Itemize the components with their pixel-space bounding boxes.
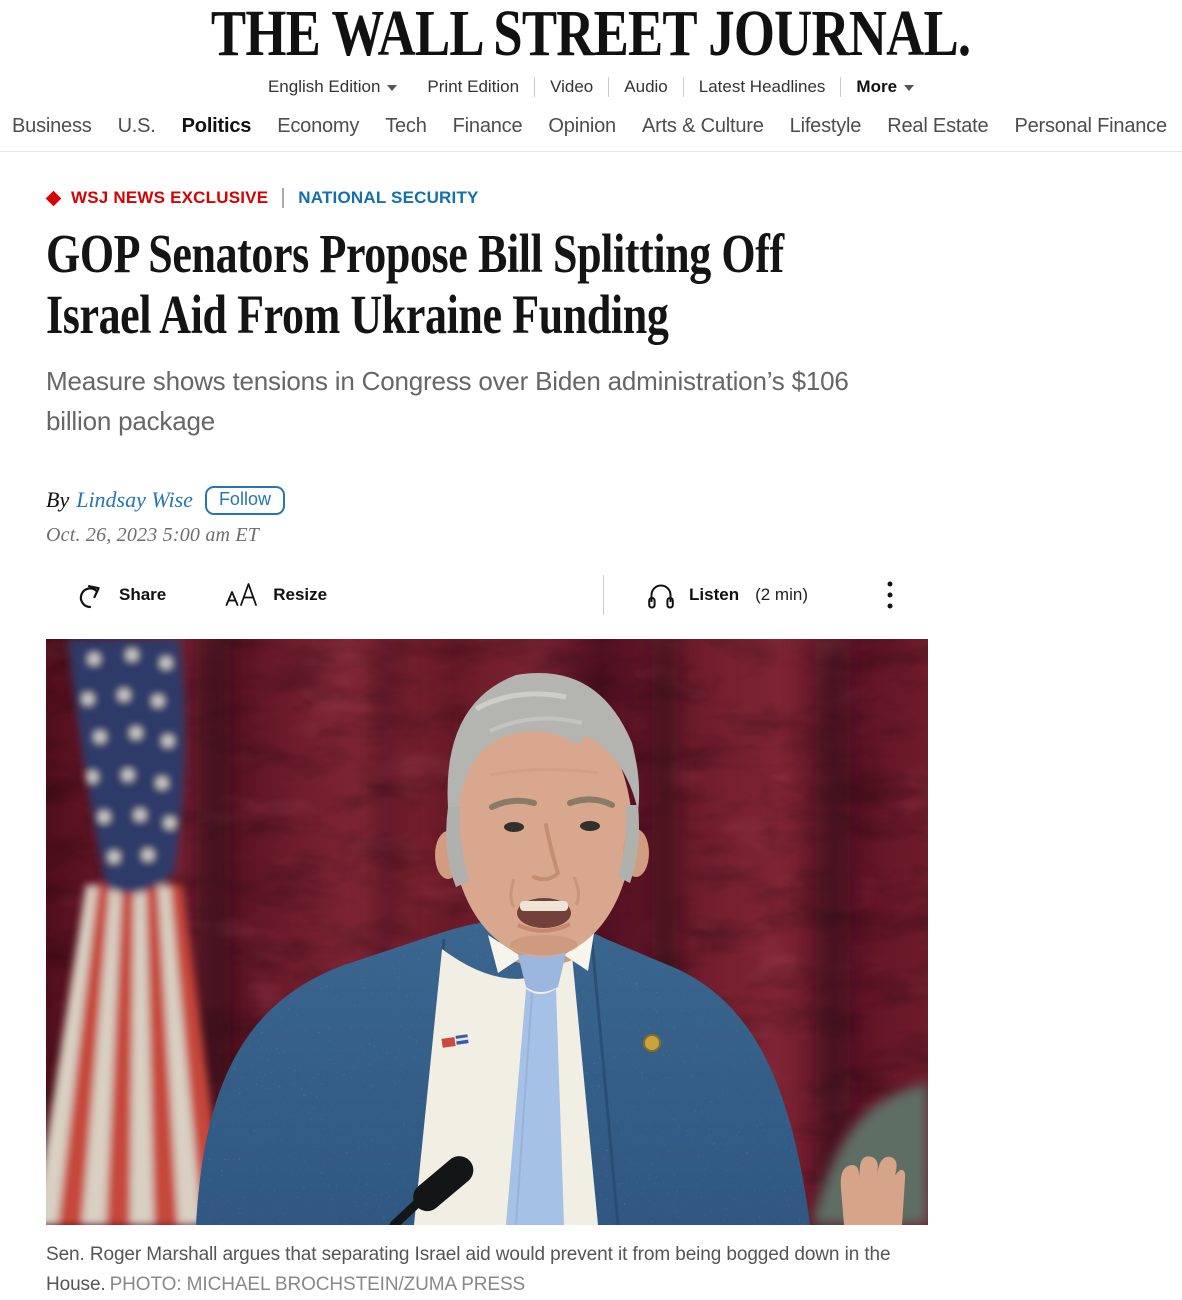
chevron-down-icon xyxy=(904,85,915,91)
caption-credit: PHOTO: MICHAEL BROCHSTEIN/ZUMA PRESS xyxy=(109,1273,526,1295)
more-options-button[interactable] xyxy=(886,579,894,611)
nav-item-us[interactable]: U.S. xyxy=(117,115,156,137)
edition-bar: English Edition Print Edition Video Audi… xyxy=(0,72,1182,102)
divider xyxy=(282,188,285,208)
share-button[interactable]: Share xyxy=(76,580,166,610)
edition-item-label: Latest Headlines xyxy=(698,77,826,96)
photo-senator-marshall xyxy=(46,638,928,1225)
diamond-icon xyxy=(45,190,62,206)
nav-item-personal-finance[interactable]: Personal Finance xyxy=(1014,115,1167,137)
follow-button[interactable]: Follow xyxy=(204,485,285,515)
edition-selector-label: English Edition xyxy=(267,77,381,96)
edition-item-print-edition[interactable]: Print Edition xyxy=(412,77,534,97)
kebab-icon xyxy=(887,581,893,609)
edition-item-latest-headlines[interactable]: Latest Headlines xyxy=(684,77,841,97)
edition-item-video[interactable]: Video xyxy=(535,77,608,97)
edition-item-audio[interactable]: Audio xyxy=(609,77,682,97)
masthead-title[interactable]: THE WALL STREET JOURNAL. xyxy=(211,0,971,70)
edition-item-label: Audio xyxy=(624,77,668,96)
article: WSJ NEWS EXCLUSIVE NATIONAL SECURITY GOP… xyxy=(45,188,928,1300)
article-photo: Sen. Roger Marshall argues that separati… xyxy=(46,638,928,1300)
divider xyxy=(840,77,842,97)
section-link[interactable]: NATIONAL SECURITY xyxy=(298,188,479,207)
divider xyxy=(682,77,684,97)
nav-item-economy[interactable]: Economy xyxy=(277,115,360,137)
listen-button[interactable]: Listen (2 min) xyxy=(646,580,808,610)
divider xyxy=(534,77,536,97)
edition-selector[interactable]: English Edition xyxy=(253,77,412,97)
main-nav: Business U.S. Politics Economy Tech Fina… xyxy=(0,102,1182,152)
nav-item-arts-culture[interactable]: Arts & Culture xyxy=(641,115,764,137)
nav-item-politics[interactable]: Politics xyxy=(181,115,252,137)
divider xyxy=(603,574,605,615)
headphones-icon xyxy=(648,584,674,609)
subheadline: Measure shows tensions in Congress over … xyxy=(46,366,849,437)
share-icon xyxy=(79,584,100,608)
article-toolbar: Share Resize Listen xyxy=(46,573,928,617)
nav-item-opinion[interactable]: Opinion xyxy=(548,115,616,137)
nav-item-finance[interactable]: Finance xyxy=(452,115,523,137)
edition-item-label: Print Edition xyxy=(427,77,520,96)
edition-item-label: Video xyxy=(550,77,594,96)
byline: By Lindsay Wise Follow xyxy=(46,485,928,515)
masthead: THE WALL STREET JOURNAL. English Edition… xyxy=(0,0,1182,102)
page-title: GOP Senators Propose Bill Splitting Off … xyxy=(46,223,784,345)
listen-label: Listen xyxy=(689,584,740,604)
resize-button[interactable]: Resize xyxy=(224,581,327,609)
listen-duration: (2 min) xyxy=(755,584,808,604)
share-label: Share xyxy=(119,584,167,604)
kicker: WSJ NEWS EXCLUSIVE NATIONAL SECURITY xyxy=(45,188,928,208)
divider xyxy=(608,77,610,97)
publish-date: Oct. 26, 2023 5:00 am ET xyxy=(46,523,260,546)
nav-item-real-estate[interactable]: Real Estate xyxy=(887,115,989,137)
byline-prefix: By xyxy=(46,487,70,513)
resize-label: Resize xyxy=(273,584,328,604)
nav-item-business[interactable]: Business xyxy=(12,115,92,137)
resize-icon xyxy=(225,582,258,606)
photo-caption: Sen. Roger Marshall argues that separati… xyxy=(46,1240,928,1300)
exclusive-badge: WSJ NEWS EXCLUSIVE xyxy=(71,188,269,207)
chevron-down-icon xyxy=(387,85,398,91)
nav-item-lifestyle[interactable]: Lifestyle xyxy=(789,115,862,137)
edition-item-more[interactable]: More xyxy=(841,77,929,97)
nav-item-tech[interactable]: Tech xyxy=(385,115,427,137)
author-link[interactable]: Lindsay Wise xyxy=(76,487,193,513)
edition-item-label: More xyxy=(856,77,898,96)
